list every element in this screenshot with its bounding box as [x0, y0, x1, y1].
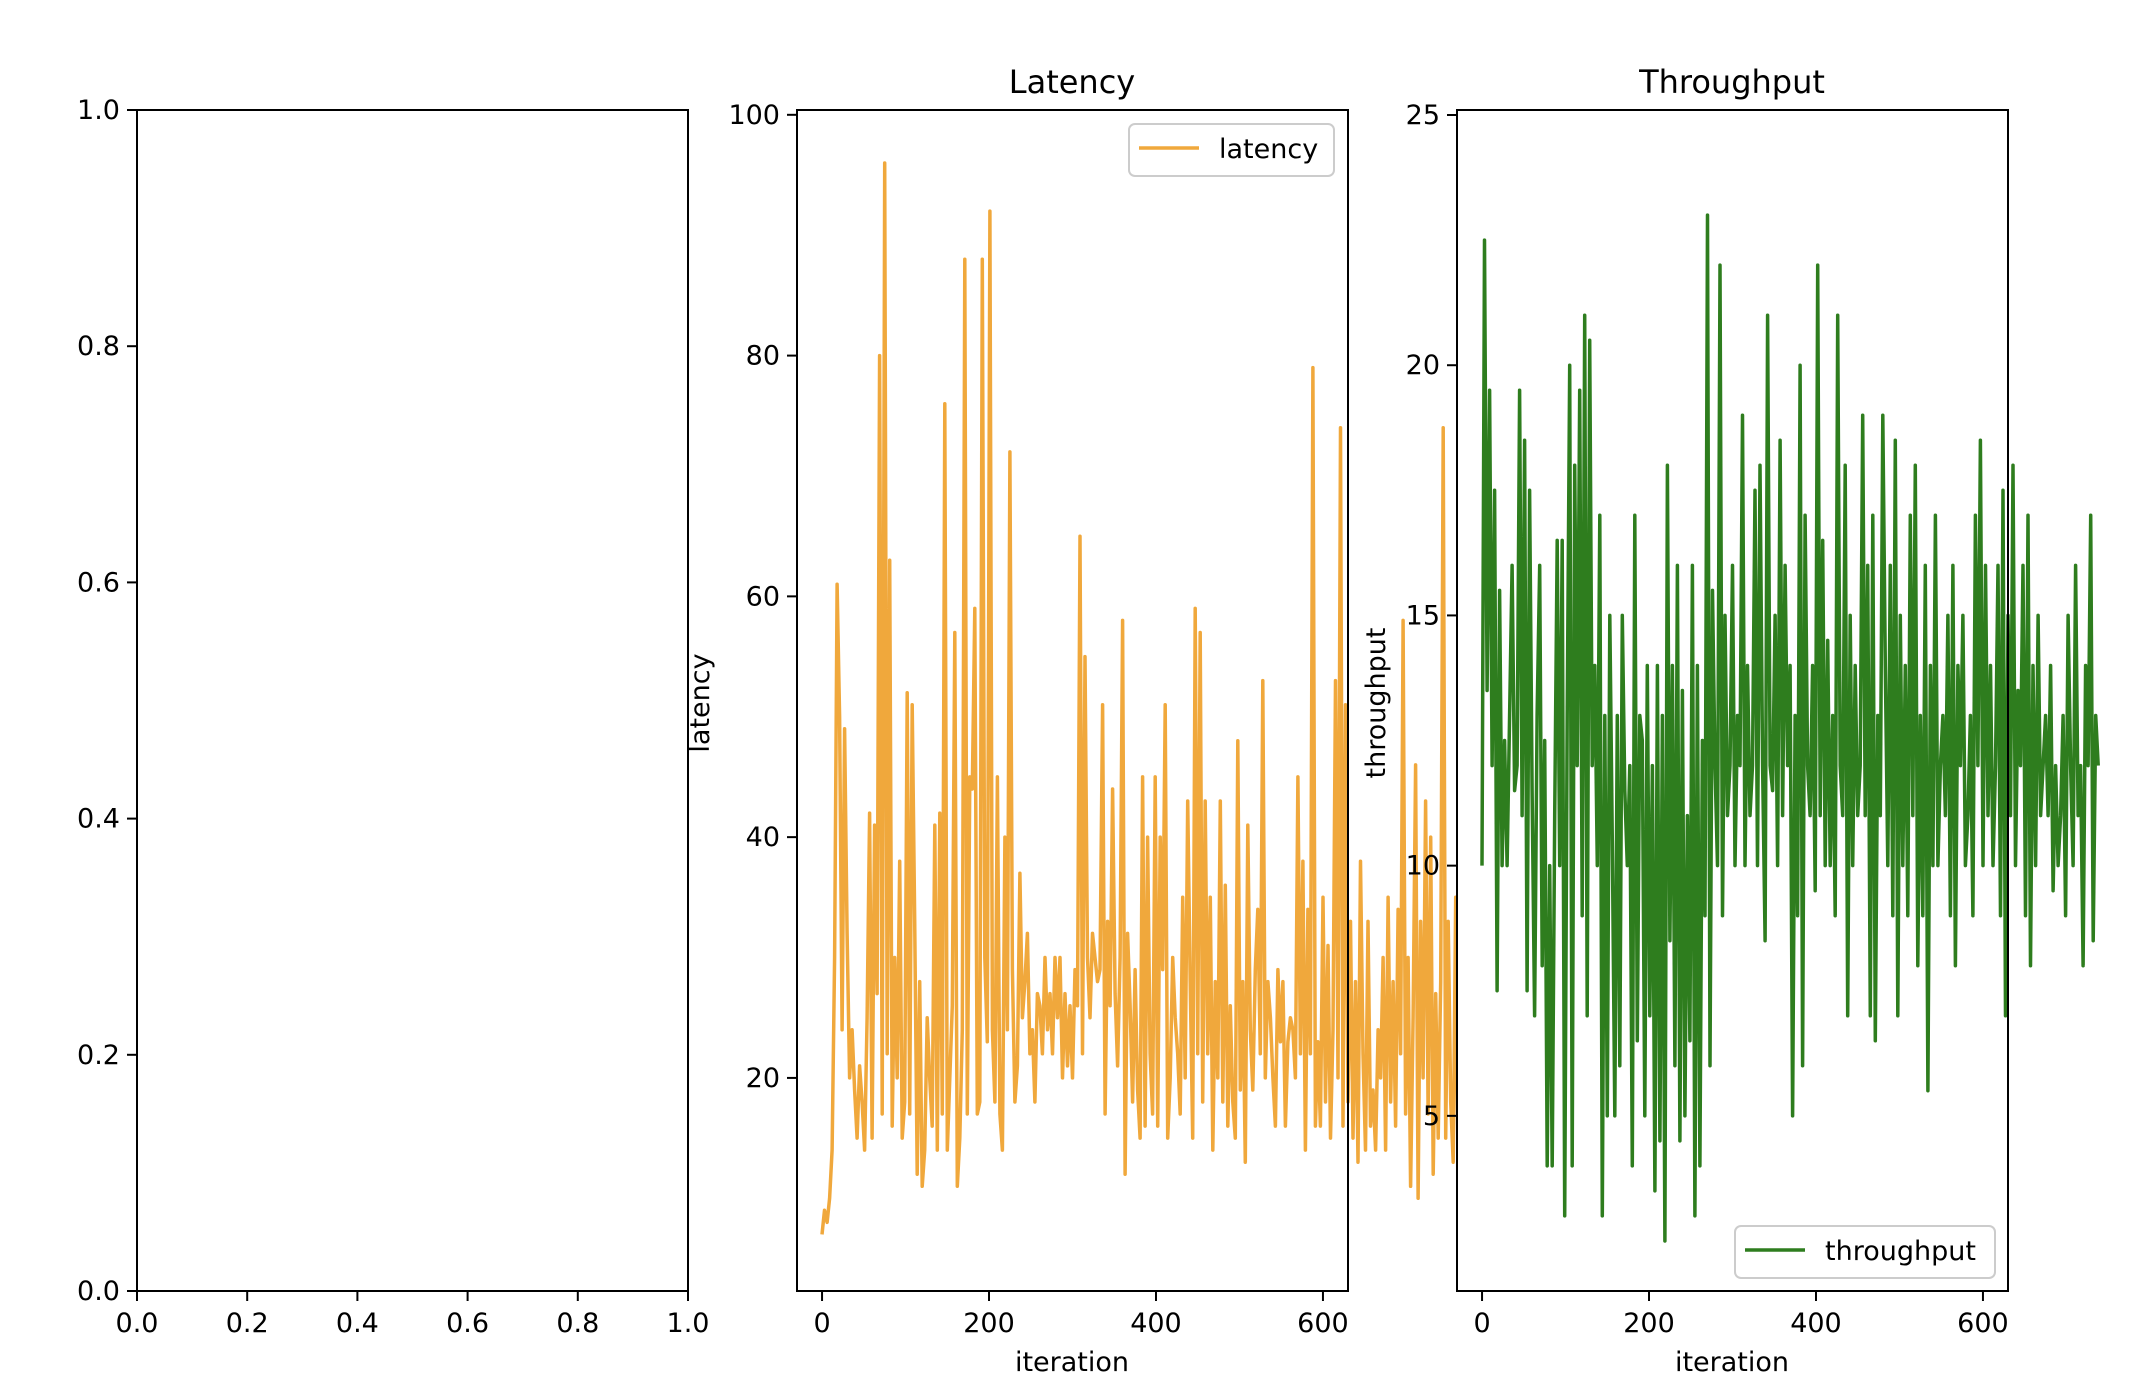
- latency-x-axis-label: iteration: [1015, 1347, 1129, 1378]
- latency-x-tick-label: 400: [1130, 1308, 1182, 1339]
- empty-axes-x-tick-label: 0.8: [556, 1308, 599, 1339]
- latency-legend-box: [1128, 123, 1335, 177]
- latency-y-tick-label: 100: [728, 100, 780, 131]
- throughput-x-tick-label: 200: [1623, 1308, 1675, 1339]
- throughput-legend-box: [1734, 1225, 1996, 1279]
- empty-axes-x-tick-label: 0.6: [446, 1308, 489, 1339]
- throughput-series-line: [1480, 213, 2100, 1243]
- empty-axes-y-tick-label: 1.0: [77, 95, 120, 126]
- throughput-x-ticks: 0 200 400 600: [1473, 1291, 2009, 1339]
- throughput-y-tick-label: 5: [1423, 1101, 1440, 1132]
- throughput-y-tick-label: 20: [1406, 350, 1440, 381]
- empty-axes-y-tick-label: 0.8: [77, 331, 120, 362]
- empty-axes-x-tick-label: 0.4: [336, 1308, 379, 1339]
- latency-x-tick-label: 200: [963, 1308, 1015, 1339]
- empty-axes-x-tick-label: 0.0: [116, 1308, 159, 1339]
- throughput-panel: Throughput 5 10 15 20 25 0 200 400 600 iteratio…: [1361, 63, 2100, 1378]
- throughput-legend: throughput: [1734, 1225, 1996, 1279]
- latency-y-tick-label: 60: [746, 581, 780, 612]
- latency-title: Latency: [1009, 63, 1135, 101]
- latency-y-ticks: 20 40 60 80 100: [728, 100, 797, 1094]
- empty-axes-x-tick-label: 1.0: [667, 1308, 710, 1339]
- latency-axes-frame: [796, 109, 1349, 1292]
- latency-y-tick-label: 40: [746, 822, 780, 853]
- latency-x-tick-label: 600: [1297, 1308, 1349, 1339]
- latency-legend: latency: [1128, 123, 1335, 177]
- throughput-axes-frame: [1456, 109, 2009, 1292]
- throughput-x-axis-label: iteration: [1675, 1347, 1789, 1378]
- latency-legend-label: latency: [1219, 134, 1318, 165]
- empty-axes-x-ticks: 0.0 0.2 0.4 0.6 0.8 1.0: [116, 1291, 710, 1339]
- throughput-y-tick-label: 25: [1406, 100, 1440, 131]
- latency-y-tick-label: 80: [746, 341, 780, 372]
- throughput-title: Throughput: [1638, 63, 1825, 101]
- latency-y-tick-label: 20: [746, 1063, 780, 1094]
- empty-axes-y-tick-label: 0.2: [77, 1040, 120, 1071]
- throughput-y-axis-label: throughput: [1361, 628, 1392, 779]
- throughput-legend-label: throughput: [1825, 1236, 1976, 1267]
- throughput-y-tick-label: 15: [1406, 600, 1440, 631]
- latency-panel: Latency 20 40 60 80 100 0 200 400 600 iteration…: [685, 63, 1473, 1378]
- throughput-x-tick-label: 0: [1473, 1308, 1490, 1339]
- throughput-series-group: [1480, 213, 2100, 1243]
- throughput-y-ticks: 5 10 15 20 25: [1406, 100, 1457, 1132]
- empty-axes-y-tick-label: 0.4: [77, 804, 120, 835]
- latency-series-line: [820, 161, 1473, 1235]
- throughput-y-tick-label: 10: [1406, 851, 1440, 882]
- empty-axes-y-tick-label: 0.6: [77, 567, 120, 598]
- latency-series-group: [820, 161, 1473, 1235]
- empty-axes-y-ticks: 0.0 0.2 0.4 0.6 0.8 1.0: [77, 95, 137, 1307]
- throughput-x-tick-label: 400: [1790, 1308, 1842, 1339]
- throughput-x-tick-label: 600: [1957, 1308, 2009, 1339]
- latency-x-tick-label: 0: [813, 1308, 830, 1339]
- empty-axes-frame: [136, 109, 689, 1292]
- empty-axes-panel: 0.0 0.2 0.4 0.6 0.8 1.0 0.0 0.2 0.4 0.6 0.8 1.0: [77, 95, 709, 1339]
- empty-axes-y-tick-label: 0.0: [77, 1276, 120, 1307]
- empty-axes-x-tick-label: 0.2: [226, 1308, 269, 1339]
- latency-x-ticks: 0 200 400 600: [813, 1291, 1349, 1339]
- latency-y-axis-label: latency: [685, 653, 716, 752]
